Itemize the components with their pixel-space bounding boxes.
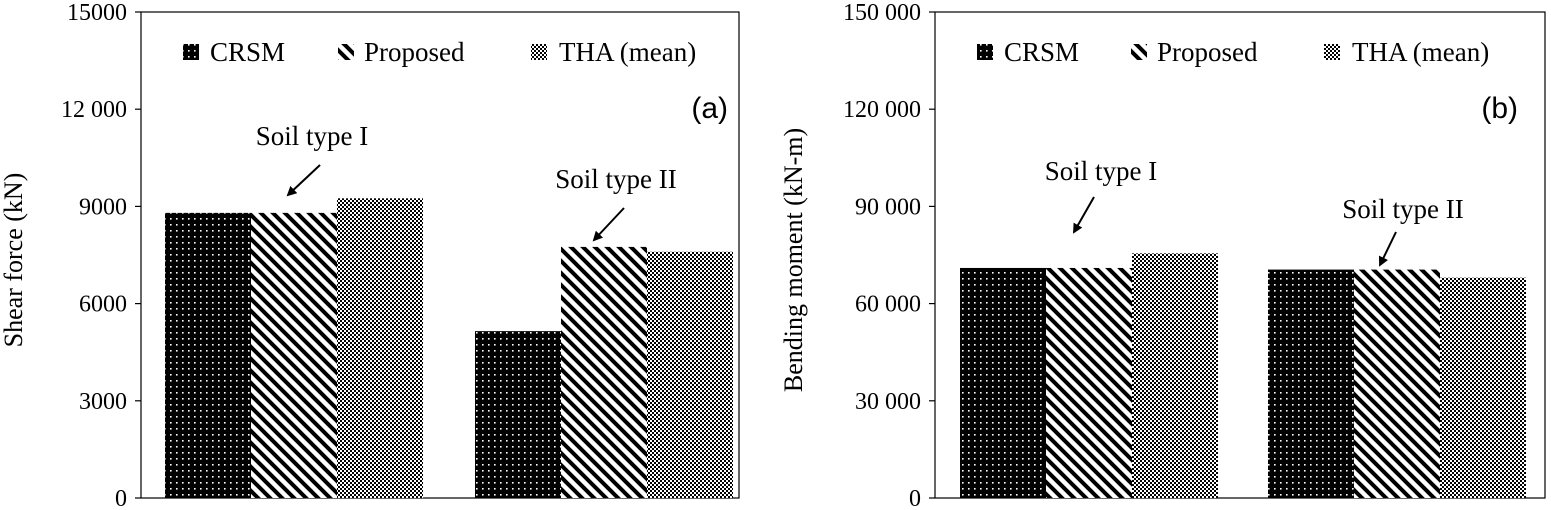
legend-label: CRSM bbox=[1004, 37, 1079, 67]
plot-frame bbox=[934, 11, 1546, 499]
legend-label: CRSM bbox=[210, 37, 285, 67]
legend-swatch bbox=[1324, 44, 1340, 60]
bar-proposed-1 bbox=[1046, 267, 1132, 498]
legend-swatch bbox=[977, 44, 993, 60]
y-tick-label: 120 000 bbox=[843, 97, 921, 123]
y-tick-label: 60 000 bbox=[855, 292, 921, 318]
bar-tha-mean-1 bbox=[1132, 253, 1218, 498]
y-tick-label: 0 bbox=[909, 486, 921, 510]
y-tick-label: 3000 bbox=[79, 389, 127, 415]
y-tick-label: 0 bbox=[115, 486, 127, 510]
annotation-label: Soil type II bbox=[1342, 194, 1464, 224]
bar-tha-mean-1 bbox=[337, 198, 423, 499]
panel-label: (b) bbox=[1481, 92, 1518, 125]
y-tick-label: 12 000 bbox=[61, 97, 127, 123]
legend-swatch bbox=[531, 44, 547, 60]
y-axis-title: Bending moment (kN-m) bbox=[779, 128, 808, 392]
legend-swatch bbox=[183, 44, 199, 60]
bar-tha-mean-2 bbox=[647, 251, 733, 498]
bar-crsm-1 bbox=[960, 267, 1046, 498]
legend-label: Proposed bbox=[364, 37, 465, 67]
bar-proposed-2 bbox=[561, 246, 647, 498]
chart-panel-b: 0 30 000 60 000 90 000 120 000 150 000 Bending… bbox=[779, 0, 1546, 510]
y-tick-label: 9000 bbox=[79, 194, 127, 220]
panel-label: (a) bbox=[691, 92, 728, 125]
bar-proposed-2 bbox=[1354, 269, 1440, 498]
annotation-arrow bbox=[592, 207, 625, 242]
y-axis-title: Shear force (kN) bbox=[0, 173, 28, 348]
legend-swatch bbox=[338, 44, 354, 60]
annotation-arrow bbox=[286, 164, 321, 197]
y-tick-label: 15000 bbox=[67, 0, 127, 26]
bar-crsm-2 bbox=[475, 331, 561, 498]
y-tick-label: 150 000 bbox=[843, 0, 921, 26]
annotation-arrow bbox=[1073, 196, 1095, 234]
chart-panel-a: 0 3000 6000 9000 12 000 15000 Shear force (kN)… bbox=[0, 0, 740, 510]
y-tick-label: 6000 bbox=[79, 292, 127, 318]
annotation-label: Soil type I bbox=[1045, 156, 1158, 186]
annotation-label: Soil type II bbox=[555, 164, 677, 194]
bar-crsm-2 bbox=[1268, 269, 1354, 498]
annotation-label: Soil type I bbox=[256, 121, 369, 151]
plot-frame bbox=[140, 11, 740, 499]
annotation-arrow bbox=[1378, 231, 1397, 267]
legend-label: THA (mean) bbox=[559, 37, 696, 67]
y-tick-label: 90 000 bbox=[855, 194, 921, 220]
bar-tha-mean-2 bbox=[1440, 277, 1526, 498]
y-tick-label: 30 000 bbox=[855, 389, 921, 415]
legend-label: Proposed bbox=[1157, 37, 1258, 67]
legend-label: THA (mean) bbox=[1352, 37, 1489, 67]
bar-proposed-1 bbox=[251, 212, 337, 498]
bar-crsm-1 bbox=[165, 212, 251, 498]
legend-swatch bbox=[1131, 44, 1147, 60]
